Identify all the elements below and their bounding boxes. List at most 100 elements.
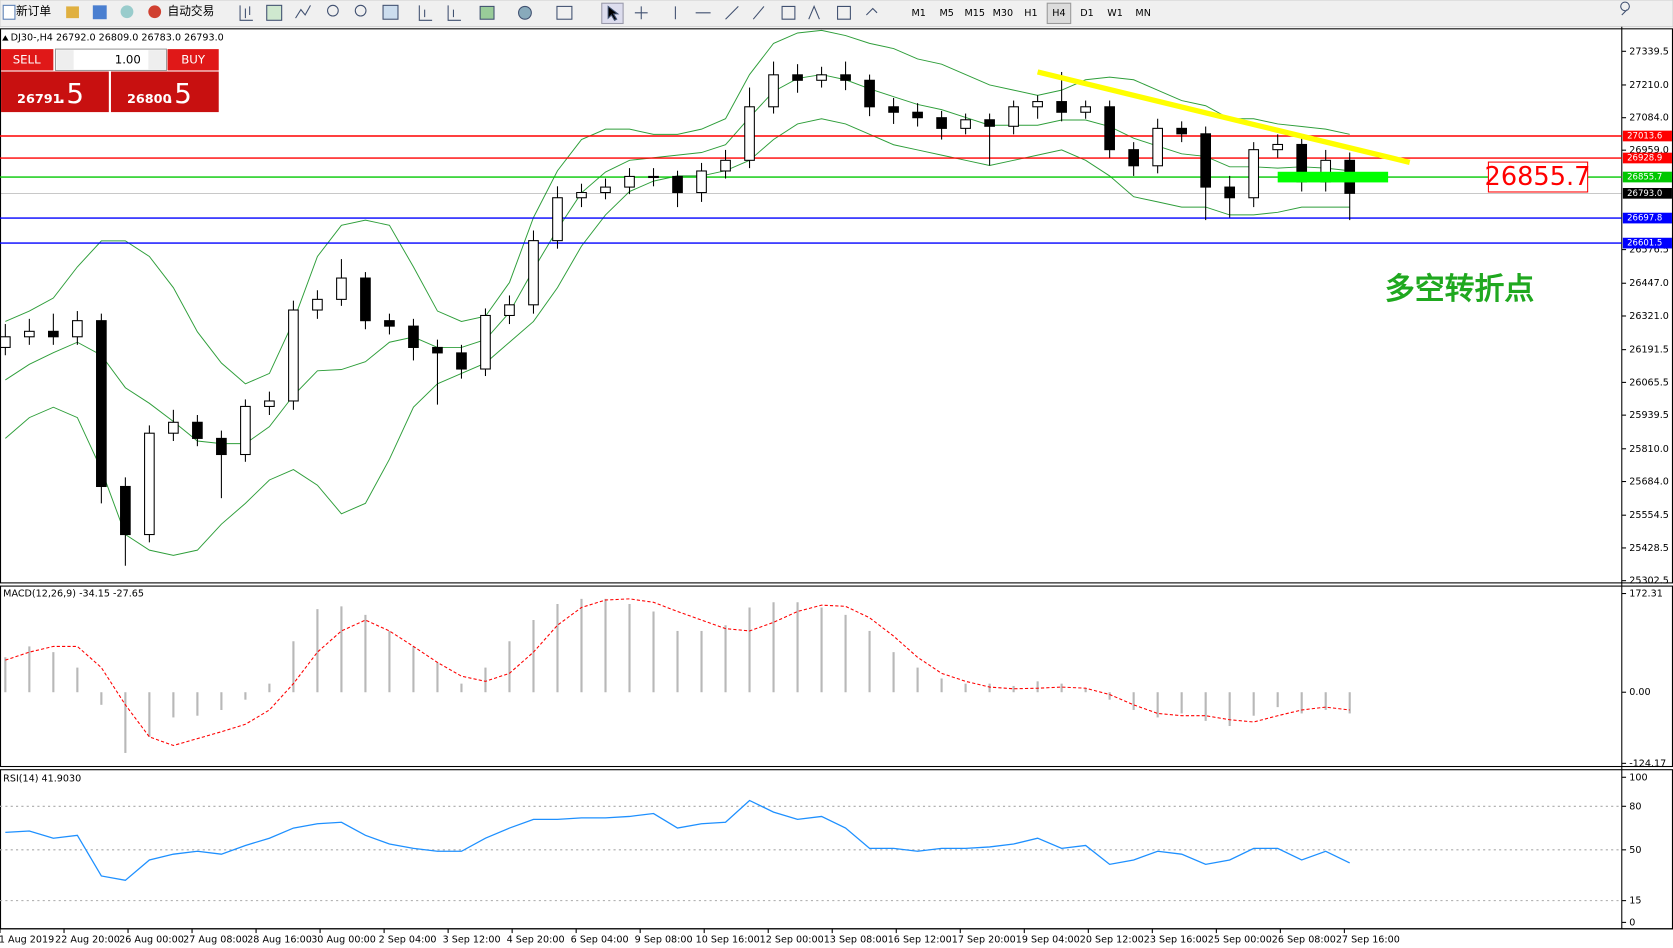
candle-body — [600, 186, 611, 194]
time-label: 17 Sep 20:00 — [952, 934, 1016, 945]
candle-body — [1128, 149, 1139, 167]
time-label: 23 Sep 16:00 — [1144, 934, 1208, 945]
candle-body — [288, 309, 299, 402]
sell-price-box[interactable] — [1, 71, 109, 113]
time-label: 28 Aug 16:00 — [247, 934, 312, 945]
icon[interactable] — [447, 5, 461, 21]
buy-button[interactable] — [167, 49, 219, 71]
timeframe-button[interactable]: H1 — [1024, 8, 1037, 19]
time-label: 16 Sep 12:00 — [888, 934, 952, 945]
lot-up[interactable] — [148, 50, 166, 70]
icon[interactable] — [66, 6, 79, 19]
sell-price-fraction: .5 — [58, 77, 84, 110]
timeframe-button[interactable]: H4 — [1052, 8, 1065, 19]
icon[interactable] — [607, 5, 620, 21]
y-tick-label: 0.00 — [1629, 687, 1650, 698]
time-label: 4 Sep 20:00 — [507, 934, 565, 945]
candle-body — [624, 175, 635, 188]
candle-body — [1200, 133, 1212, 188]
icon[interactable] — [120, 5, 134, 19]
timeframe-button[interactable]: M5 — [940, 8, 954, 19]
buy-price-box[interactable] — [110, 71, 219, 113]
icon[interactable] — [266, 4, 283, 21]
y-tick-label: 25302.5 — [1629, 576, 1669, 587]
new-order-icon[interactable] — [2, 4, 16, 20]
icon[interactable] — [518, 5, 532, 20]
buy-label[interactable]: BUY — [181, 52, 206, 66]
candle-body — [192, 421, 203, 439]
y-tick-label: 15 — [1629, 896, 1641, 907]
candle-body — [168, 421, 179, 434]
lot-value[interactable]: 1.00 — [115, 52, 141, 66]
price-level-tag — [1622, 171, 1672, 183]
annotation: 多空转折点 — [1385, 272, 1534, 307]
y-tick-label: 26447.0 — [1629, 278, 1669, 289]
candle-body — [24, 330, 35, 338]
auto-trade-icon[interactable] — [148, 5, 162, 19]
icon[interactable] — [556, 5, 573, 20]
time-label: 26 Aug 00:00 — [119, 934, 184, 945]
indicator-header: RSI(14) 41.9030 — [3, 773, 81, 784]
time-label: 12 Sep 00:00 — [760, 934, 824, 945]
candle-body — [0, 336, 11, 348]
candle-body — [312, 298, 323, 311]
time-label: 19 Sep 04:00 — [1016, 934, 1080, 945]
icon[interactable] — [634, 5, 878, 20]
lot-down[interactable] — [56, 50, 74, 70]
candle-body — [1224, 186, 1236, 199]
y-tick-label: 26959.0 — [1629, 145, 1669, 156]
y-tick-label: 25939.5 — [1629, 410, 1669, 421]
icon[interactable] — [479, 5, 495, 20]
candle-body — [1176, 127, 1187, 135]
timeframe-button[interactable]: W1 — [1107, 8, 1123, 19]
icon[interactable] — [382, 4, 399, 20]
sell-label[interactable]: SELL — [13, 52, 41, 66]
icon[interactable] — [92, 5, 107, 20]
timeframe-button[interactable]: MN — [1135, 8, 1150, 19]
price-level-tag — [1622, 212, 1672, 224]
active-timeframe[interactable] — [1046, 2, 1072, 25]
time-label: 26 Sep 08:00 — [1272, 934, 1336, 945]
timeframe-button[interactable]: D1 — [1080, 8, 1093, 19]
y-tick-label: 50 — [1629, 845, 1641, 856]
icon[interactable] — [418, 5, 433, 21]
timeframe-button[interactable]: M1 — [911, 8, 925, 19]
y-tick-label: 26191.5 — [1629, 345, 1669, 356]
search-icon[interactable] — [1620, 1, 1630, 16]
rsi-line — [5, 799, 1350, 881]
candle-body — [480, 314, 491, 370]
candle-body — [1056, 101, 1067, 113]
price-callout-label: 26855.7 — [1485, 162, 1591, 192]
time-label: 2 Sep 04:00 — [379, 934, 437, 945]
candle-body — [1104, 106, 1115, 151]
auto-trade-button[interactable]: 自动交易 — [168, 4, 215, 18]
buy-price-fraction: .5 — [165, 77, 191, 110]
new-order-button[interactable]: 新订单 — [16, 4, 51, 18]
chart-header: DJ30-,H4 26792.0 26809.0 26783.0 26793.0 — [11, 32, 224, 43]
sell-button[interactable] — [1, 49, 54, 71]
candle-body — [768, 74, 779, 108]
trend-line — [1036, 69, 1411, 165]
price-level-label: 26793.0 — [1627, 189, 1662, 199]
icon[interactable] — [295, 5, 311, 19]
price-level-label: 26601.5 — [1627, 239, 1662, 249]
timeframe-button[interactable]: M15 — [965, 8, 985, 19]
indicator-header: MACD(12,26,9) -34.15 -27.65 — [3, 589, 144, 600]
price-level-label: 26697.8 — [1627, 214, 1662, 224]
candle-body — [144, 432, 155, 536]
time-label: 21 Aug 2019 — [0, 934, 54, 945]
candle-body — [912, 111, 923, 119]
lot-input[interactable] — [54, 48, 167, 71]
time-label: 3 Sep 12:00 — [443, 934, 501, 945]
bollinger-band — [5, 29, 1350, 385]
candle-body — [984, 119, 995, 127]
candle-body — [816, 74, 827, 81]
y-tick-label: 25684.0 — [1629, 477, 1669, 488]
timeframe-button[interactable]: M30 — [993, 8, 1013, 19]
icon[interactable] — [327, 4, 339, 17]
icon[interactable] — [239, 5, 253, 21]
icon[interactable] — [354, 4, 367, 17]
candle-body — [528, 240, 539, 306]
